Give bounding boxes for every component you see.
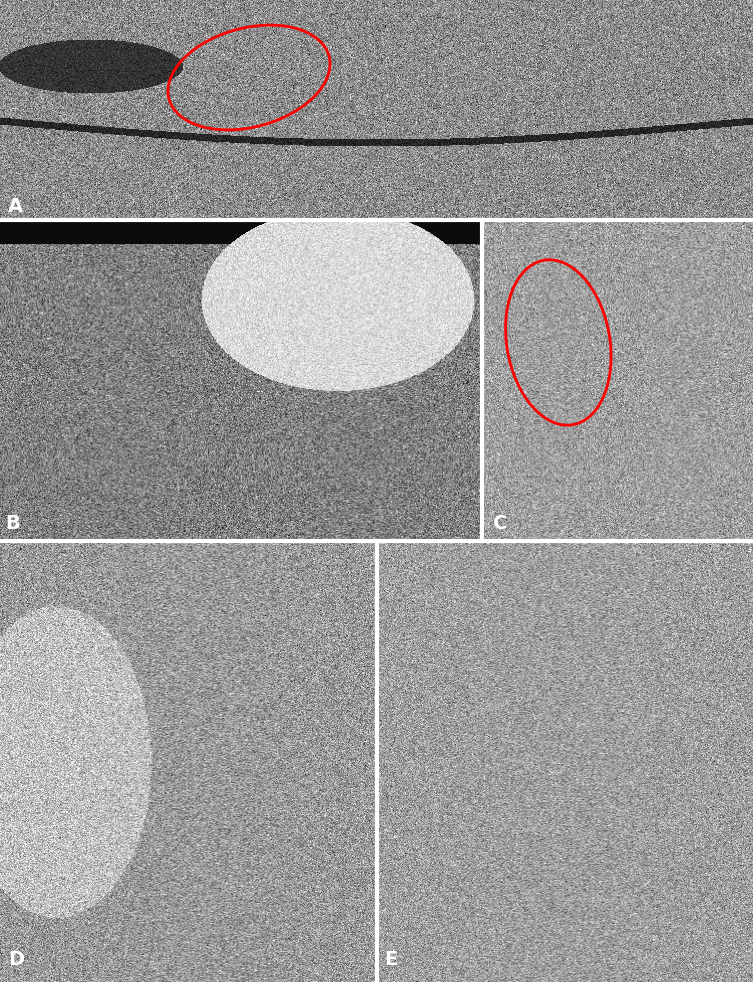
Text: C: C [493, 514, 508, 533]
Text: A: A [8, 196, 23, 216]
Text: B: B [5, 514, 20, 533]
Text: D: D [8, 950, 24, 969]
Text: E: E [385, 950, 398, 969]
